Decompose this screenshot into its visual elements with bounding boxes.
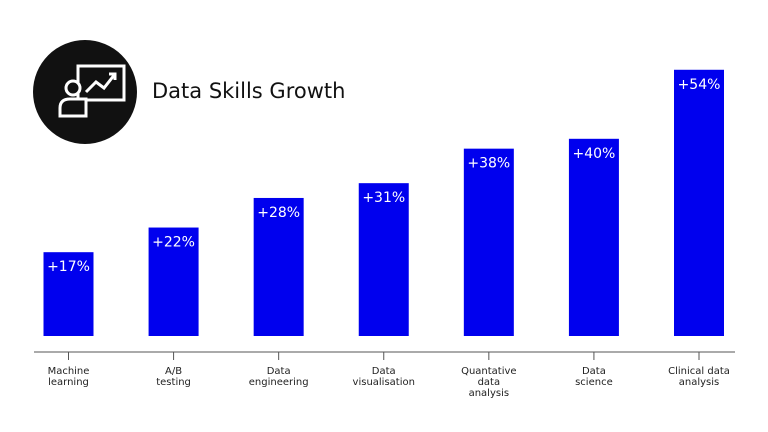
bar (253, 197, 304, 336)
value-label: +40% (572, 146, 615, 162)
chart-title: Data Skills Growth (152, 79, 345, 103)
value-label: +31% (362, 190, 405, 206)
x-tick-label: Data engineering (249, 366, 309, 388)
x-tick-label: Clinical data analysis (668, 366, 730, 388)
bar (674, 69, 724, 336)
x-tick-label: Data visualisation (353, 366, 415, 388)
bar (358, 183, 409, 336)
bar (568, 138, 619, 336)
bar (463, 148, 514, 336)
bar (148, 227, 199, 336)
value-label: +28% (257, 205, 300, 221)
x-tick-label: A/B testing (156, 366, 191, 388)
title-icon (33, 40, 137, 144)
x-tick-label: Data science (575, 366, 613, 388)
value-label: +17% (47, 259, 90, 275)
x-tick-label: Machine learning (48, 366, 90, 388)
bar (43, 252, 94, 336)
value-label: +38% (467, 156, 510, 172)
x-tick-label: Quantative data analysis (461, 366, 517, 399)
value-label: +54% (678, 77, 721, 93)
value-label: +22% (152, 235, 195, 251)
